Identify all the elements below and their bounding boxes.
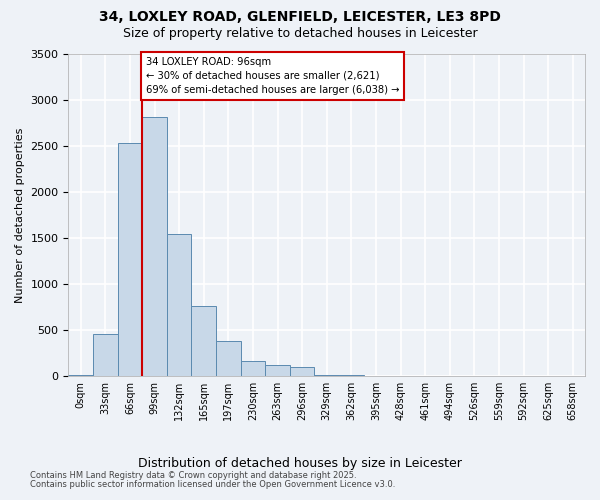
Bar	[142, 116, 167, 376]
Y-axis label: Number of detached properties: Number of detached properties	[15, 127, 25, 302]
Bar	[290, 368, 314, 376]
Bar	[93, 334, 118, 376]
Text: Size of property relative to detached houses in Leicester: Size of property relative to detached ho…	[122, 28, 478, 40]
Bar	[167, 234, 191, 376]
Text: Contains HM Land Registry data © Crown copyright and database right 2025.: Contains HM Land Registry data © Crown c…	[30, 471, 356, 480]
Text: Contains public sector information licensed under the Open Government Licence v3: Contains public sector information licen…	[30, 480, 395, 489]
Text: Distribution of detached houses by size in Leicester: Distribution of detached houses by size …	[138, 458, 462, 470]
Bar	[314, 375, 339, 376]
Text: 34 LOXLEY ROAD: 96sqm
← 30% of detached houses are smaller (2,621)
69% of semi-d: 34 LOXLEY ROAD: 96sqm ← 30% of detached …	[146, 57, 400, 95]
Text: 34, LOXLEY ROAD, GLENFIELD, LEICESTER, LE3 8PD: 34, LOXLEY ROAD, GLENFIELD, LEICESTER, L…	[99, 10, 501, 24]
Bar	[216, 341, 241, 376]
Bar	[241, 361, 265, 376]
Bar	[265, 364, 290, 376]
Bar	[118, 143, 142, 376]
Bar	[191, 306, 216, 376]
